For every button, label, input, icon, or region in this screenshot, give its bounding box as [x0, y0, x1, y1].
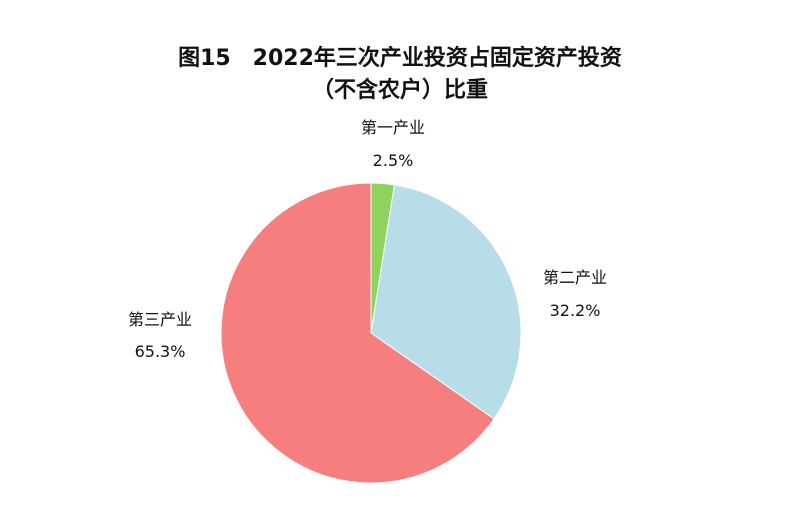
chart-subtitle: （不含农户）比重	[311, 78, 488, 103]
chart-title: 图15 2022年三次产业投资占固定资产投资	[178, 46, 622, 71]
pie-slice-3	[220, 182, 495, 484]
slice-label: 第三产业	[128, 310, 192, 329]
slice-value-label: 32.2%	[550, 301, 601, 320]
pie-slice-2	[370, 184, 522, 420]
slice-value-label: 2.5%	[373, 151, 414, 170]
slice-label: 第一产业	[361, 118, 425, 137]
slice-label: 第二产业	[543, 268, 607, 287]
slice-value-label: 65.3%	[135, 342, 186, 361]
